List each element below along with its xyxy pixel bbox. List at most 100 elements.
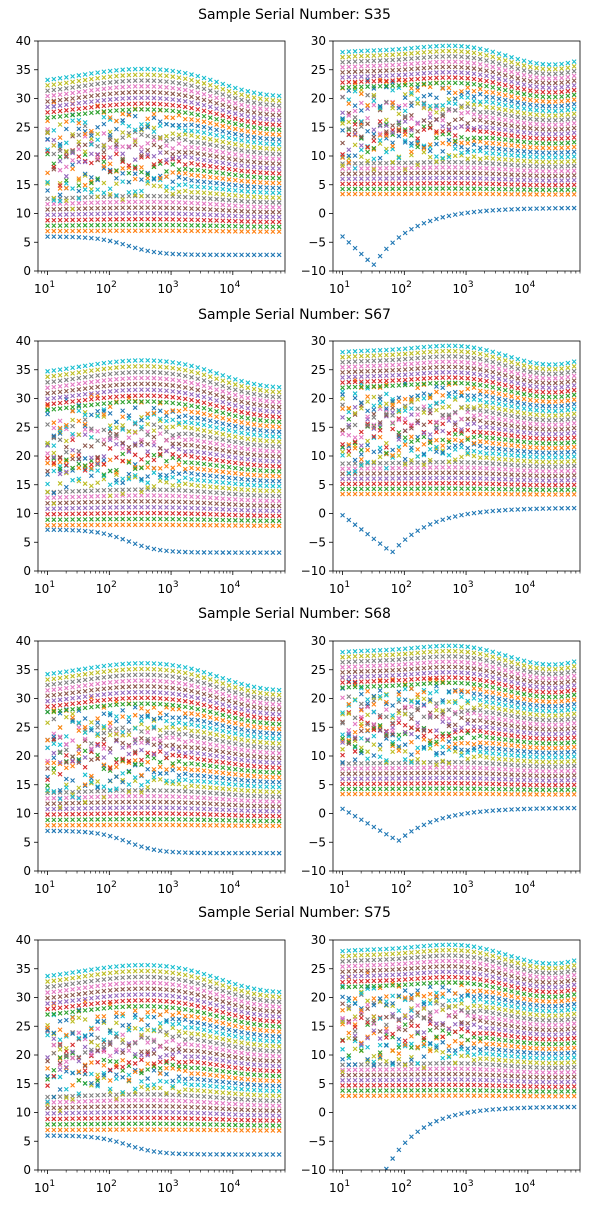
data-point (547, 381, 551, 385)
data-point (478, 409, 482, 413)
data-point (528, 65, 532, 69)
data-point (265, 479, 269, 483)
data-point (208, 78, 212, 82)
data-point (215, 155, 219, 159)
data-point (441, 60, 445, 64)
data-point (77, 133, 81, 137)
data-point (397, 368, 401, 372)
data-point (541, 67, 545, 71)
data-point (96, 512, 100, 516)
data-point (403, 436, 407, 440)
data-point (491, 492, 495, 496)
data-point (258, 819, 262, 823)
data-point (347, 360, 351, 364)
data-point (397, 347, 401, 351)
data-point (453, 465, 457, 469)
data-point (528, 98, 532, 102)
data-point (428, 166, 432, 170)
data-point (391, 492, 395, 496)
data-point (397, 383, 401, 387)
data-point (215, 117, 219, 121)
data-point (52, 507, 56, 511)
data-point (221, 813, 225, 817)
data-point (139, 189, 143, 193)
data-point (397, 52, 401, 56)
data-point (528, 150, 532, 154)
data-point (127, 488, 131, 492)
data-point (397, 182, 401, 186)
data-point (466, 466, 470, 470)
data-point (453, 126, 457, 130)
data-point (441, 76, 445, 80)
data-point (171, 817, 175, 821)
data-point (459, 181, 463, 185)
data-point (416, 129, 420, 133)
data-point (71, 400, 75, 404)
data-point (196, 141, 200, 145)
data-point (403, 352, 407, 356)
data-point (466, 366, 470, 370)
data-point (416, 97, 420, 101)
x-tick-label: 102 (391, 280, 412, 296)
data-point (152, 211, 156, 215)
data-point (102, 511, 106, 515)
data-point (171, 488, 175, 492)
data-point (96, 93, 100, 97)
data-point (503, 438, 507, 442)
data-point (221, 187, 225, 191)
data-point (503, 172, 507, 176)
data-point (190, 806, 194, 810)
data-point (409, 86, 413, 90)
data-point (215, 474, 219, 478)
data-point (221, 438, 225, 442)
data-point (485, 436, 489, 440)
data-point (58, 76, 62, 80)
data-point (422, 471, 426, 475)
data-point (233, 383, 237, 387)
data-point (428, 50, 432, 54)
data-point (491, 401, 495, 405)
data-point (478, 125, 482, 129)
data-point (208, 380, 212, 384)
y-tick-label: 30 (16, 392, 31, 406)
data-point (478, 114, 482, 118)
data-point (535, 380, 539, 384)
data-point (64, 807, 68, 811)
data-point (497, 437, 501, 441)
data-point (566, 366, 570, 370)
data-point (152, 400, 156, 404)
data-point (277, 167, 281, 171)
data-point (409, 346, 413, 350)
data-point (196, 450, 200, 454)
data-point (258, 205, 262, 209)
y-tick-label: 10 (311, 449, 326, 463)
data-point (516, 57, 520, 61)
data-point (277, 395, 281, 399)
data-point (71, 478, 75, 482)
data-point (183, 397, 187, 401)
data-point (46, 380, 50, 384)
data-point (535, 108, 539, 112)
data-point (560, 160, 564, 164)
data-point (447, 181, 451, 185)
y-tick-label: 25 (311, 363, 326, 377)
data-point (139, 370, 143, 374)
data-point (528, 70, 532, 74)
data-point (64, 207, 68, 211)
data-point (553, 418, 557, 422)
data-point (277, 400, 281, 404)
data-point (428, 476, 432, 480)
data-point (447, 431, 451, 435)
data-point (566, 155, 570, 159)
data-point (221, 379, 225, 383)
data-point (58, 379, 62, 383)
data-point (96, 530, 100, 534)
data-point (64, 490, 68, 494)
data-point (246, 169, 250, 173)
data-point (510, 207, 514, 211)
data-point (233, 503, 237, 507)
data-point (472, 61, 476, 65)
data-point (403, 457, 407, 461)
data-point (485, 95, 489, 99)
data-point (271, 814, 275, 818)
